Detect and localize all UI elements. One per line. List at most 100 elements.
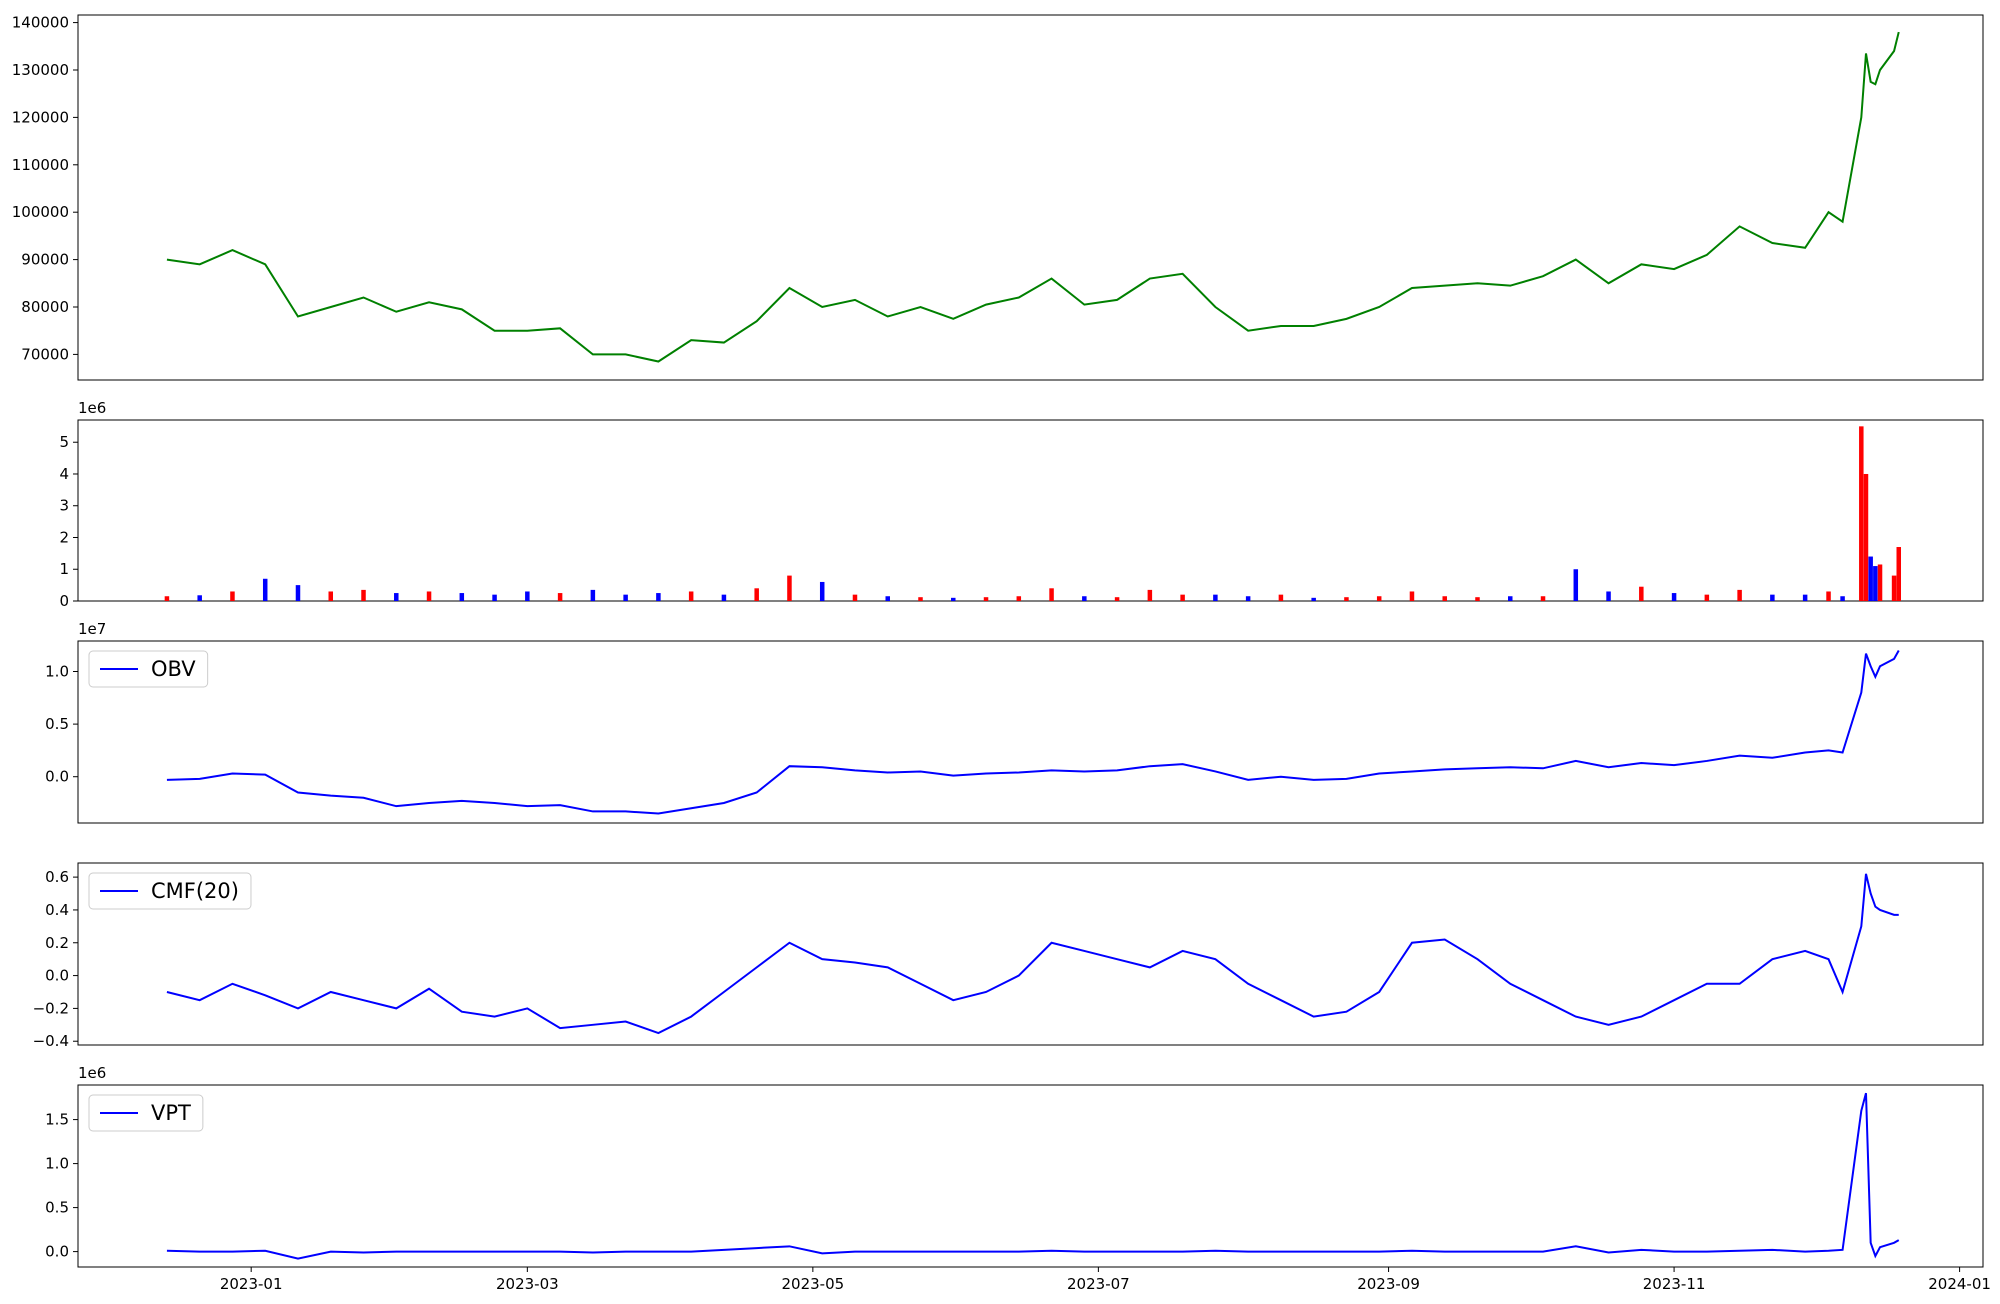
plot-frame	[77, 419, 1984, 602]
bar	[492, 594, 497, 601]
y-tick-label: 2	[59, 528, 69, 546]
bar	[1877, 564, 1883, 601]
bar	[1082, 596, 1087, 601]
y-tick-label: 4	[59, 465, 69, 483]
legend-box	[88, 872, 252, 910]
bar	[1508, 596, 1513, 601]
bar	[557, 593, 563, 601]
bar	[295, 585, 301, 601]
bar	[1639, 586, 1644, 601]
bar	[1475, 597, 1480, 601]
y-tick-label: 100000	[12, 203, 69, 221]
bar	[459, 593, 465, 601]
bar	[656, 593, 661, 601]
y-tick-label: 0.0	[45, 1243, 69, 1261]
y-tick-label: 5	[59, 433, 69, 451]
bar	[852, 594, 858, 601]
bar	[1671, 593, 1677, 601]
x-tick-label: 2024-01	[1928, 1275, 1991, 1293]
legend: OBV	[88, 650, 209, 688]
plot-frame	[77, 14, 1984, 381]
series-line	[166, 1092, 1900, 1260]
legend-box	[88, 1094, 204, 1132]
bar	[164, 596, 170, 601]
x-tick-label: 2023-01	[220, 1275, 283, 1293]
bar	[951, 597, 956, 601]
legend: CMF(20)	[88, 872, 252, 910]
bar	[1606, 591, 1611, 601]
bar	[918, 597, 923, 601]
y-tick-label: −0.2	[33, 999, 69, 1017]
legend: VPT	[88, 1094, 204, 1132]
bar	[1863, 473, 1869, 601]
bar	[394, 593, 399, 601]
bar	[688, 591, 694, 601]
bar	[1826, 591, 1831, 601]
y-tick-label: 110000	[12, 156, 69, 174]
bar	[1442, 596, 1447, 601]
y-tick-label: 0.0	[45, 768, 69, 786]
bar	[623, 594, 628, 601]
bar	[1840, 596, 1845, 601]
x-tick-label: 2023-11	[1643, 1275, 1706, 1293]
y-tick-label: −0.4	[33, 1032, 69, 1050]
legend-label: CMF(20)	[151, 879, 239, 903]
bar	[1180, 594, 1185, 601]
y-tick-label: 0.0	[45, 967, 69, 985]
plot-frame	[77, 862, 1984, 1046]
bar	[1770, 594, 1775, 601]
bar	[1896, 547, 1901, 601]
y-tick-label: 0.6	[45, 868, 69, 886]
y-tick-label: 0.5	[45, 1199, 69, 1217]
x-tick-label: 2023-03	[496, 1275, 559, 1293]
bar	[721, 594, 727, 601]
y-tick-label: 80000	[21, 298, 69, 316]
y-tick-label: 1.0	[45, 1155, 69, 1173]
bar	[1114, 597, 1120, 601]
bar	[1213, 594, 1218, 601]
legend-label: VPT	[151, 1101, 191, 1125]
plot-frame	[77, 1084, 1984, 1268]
bar	[1704, 594, 1710, 601]
bar	[819, 581, 825, 601]
y-tick-label: 0.4	[45, 901, 69, 919]
y-tick-label: 1	[59, 560, 69, 578]
y-tick-label: 0.5	[45, 715, 69, 733]
bar	[1409, 591, 1415, 601]
bar	[754, 588, 759, 601]
bar	[1540, 596, 1546, 601]
x-tick-label: 2023-05	[782, 1275, 845, 1293]
bar	[328, 591, 334, 601]
y-offset-label: 1e6	[78, 1064, 106, 1082]
y-tick-label: 1.0	[45, 663, 69, 681]
bar	[1873, 566, 1878, 601]
y-tick-label: 120000	[12, 108, 69, 126]
bar	[361, 589, 366, 601]
plot-frame	[77, 640, 1984, 824]
series-line	[166, 649, 1900, 815]
y-tick-label: 1.5	[45, 1111, 69, 1129]
subplot: 0.0 0.5 1.0 1e7 OBV	[45, 620, 1984, 824]
y-tick-label: 70000	[21, 345, 69, 363]
y-offset-label: 1e7	[78, 620, 106, 638]
subplot: 70000 80000 90000 100000 110000 120000 130000 1…	[12, 14, 1984, 381]
y-tick-label: 140000	[12, 14, 69, 32]
bar	[1859, 426, 1864, 601]
bar	[1376, 596, 1382, 601]
y-tick-label: 90000	[21, 251, 69, 269]
bar	[1049, 588, 1054, 601]
subplot: 0 1 2 3 4 5 1e6	[59, 399, 1984, 610]
bar	[1311, 597, 1316, 601]
bar	[426, 591, 432, 601]
bar	[590, 589, 596, 601]
bar	[1891, 575, 1897, 601]
bar	[1016, 596, 1022, 601]
bar	[1245, 596, 1251, 601]
series-line	[166, 873, 1899, 1035]
y-tick-label: 130000	[12, 61, 69, 79]
x-tick-label: 2023-09	[1357, 1275, 1420, 1293]
legend-label: OBV	[151, 657, 196, 681]
bar	[525, 591, 530, 601]
bar	[983, 597, 989, 601]
